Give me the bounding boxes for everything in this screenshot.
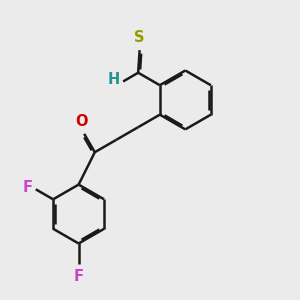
- Text: F: F: [22, 180, 32, 195]
- Text: S: S: [134, 30, 145, 45]
- Text: F: F: [74, 269, 84, 284]
- Text: H: H: [108, 73, 120, 88]
- Text: O: O: [75, 114, 88, 129]
